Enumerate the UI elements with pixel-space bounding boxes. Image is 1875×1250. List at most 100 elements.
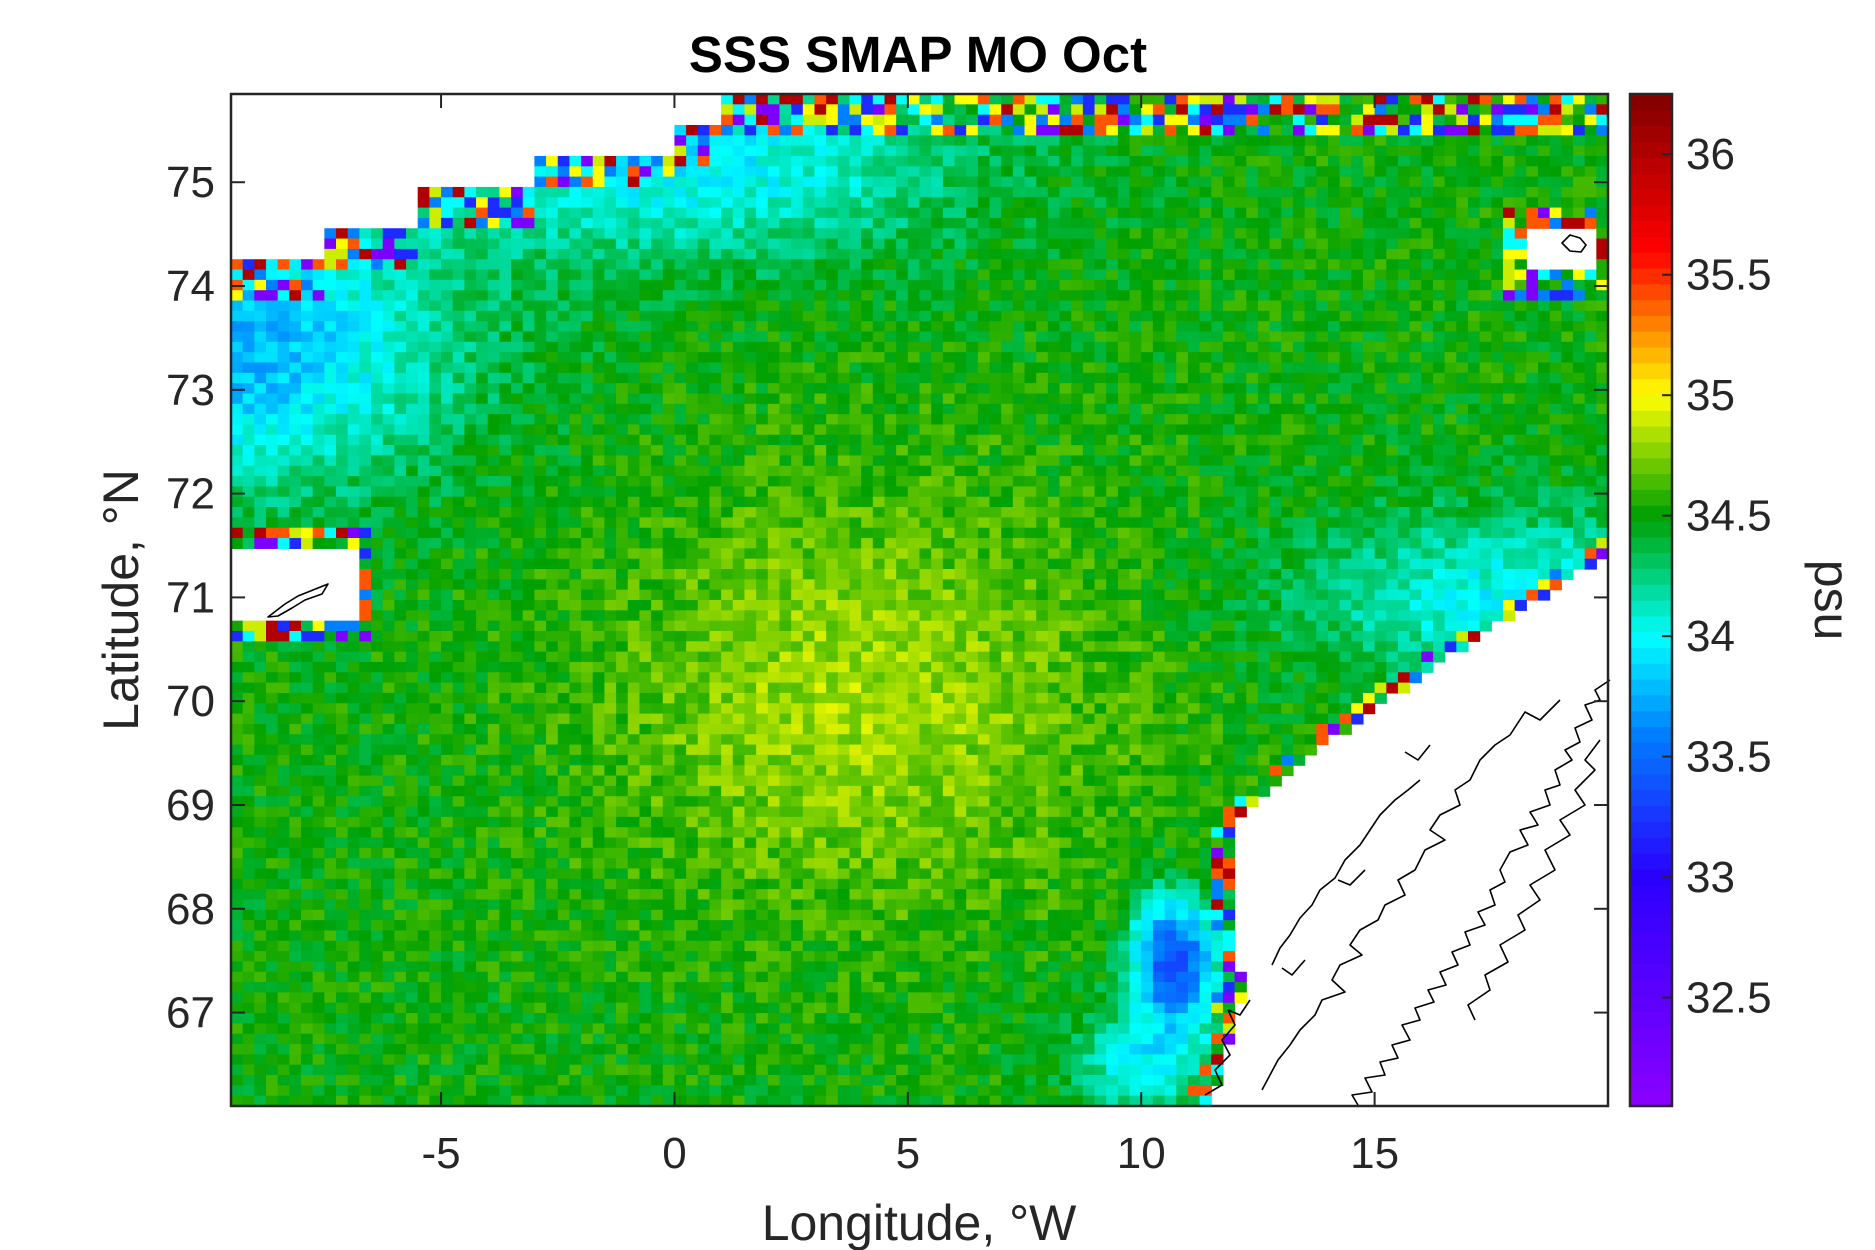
heatmap-cell: [767, 455, 781, 467]
heatmap-cell: [1082, 197, 1096, 209]
heatmap-cell: [849, 527, 862, 539]
heatmap-cell: [872, 145, 886, 157]
heatmap-cell: [1234, 321, 1247, 333]
heatmap-cell: [709, 269, 722, 281]
heatmap-cell: [942, 104, 956, 116]
heatmap-cell: [919, 248, 932, 260]
heatmap-cell: [1071, 248, 1084, 260]
heatmap-cell: [301, 341, 314, 353]
heatmap-cell: [744, 424, 757, 436]
heatmap-cell: [301, 414, 314, 426]
heatmap-cell: [616, 476, 629, 488]
heatmap-cell: [1281, 300, 1294, 312]
heatmap-cell: [1152, 548, 1166, 560]
heatmap-cell: [1071, 538, 1084, 549]
heatmap-cell: [1176, 186, 1189, 198]
heatmap-cell: [1187, 290, 1201, 302]
heatmap-cell: [1012, 300, 1026, 312]
heatmap-cell: [592, 362, 606, 374]
heatmap-cell: [942, 434, 956, 446]
heatmap-cell: [1561, 527, 1574, 539]
heatmap-cell: [907, 248, 921, 260]
heatmap-cell: [1362, 527, 1376, 539]
heatmap-cell: [837, 207, 851, 219]
heatmap-cell: [324, 269, 337, 281]
heatmap-cell: [744, 445, 757, 457]
heatmap-cell: [1444, 496, 1457, 508]
heatmap-cell: [441, 507, 454, 518]
heatmap-cell: [546, 352, 559, 364]
heatmap-cell: [744, 538, 757, 549]
heatmap-cell: [522, 486, 536, 498]
heatmap-cell: [1071, 321, 1084, 333]
heatmap-cell: [1479, 145, 1492, 157]
heatmap-cell: [1024, 197, 1037, 209]
heatmap-cell: [231, 269, 244, 281]
heatmap-cell: [721, 269, 734, 281]
heatmap-cell: [1596, 207, 1609, 219]
heatmap-cell: [312, 372, 325, 384]
heatmap-cell: [499, 248, 512, 260]
heatmap-cell: [919, 414, 932, 426]
heatmap-cell: [336, 279, 349, 291]
heatmap-cell: [406, 279, 419, 291]
heatmap-cell: [382, 403, 395, 415]
heatmap-cell: [966, 155, 979, 167]
heatmap-cell: [872, 300, 886, 312]
heatmap-cell: [1222, 186, 1236, 198]
heatmap-cell: [1281, 331, 1294, 343]
heatmap-cell: [1036, 496, 1049, 508]
heatmap-cell: [1327, 124, 1341, 136]
heatmap-cell: [1059, 403, 1072, 415]
heatmap-cell: [884, 104, 897, 116]
heatmap-cell: [639, 496, 652, 508]
heatmap-cell: [686, 393, 699, 405]
heatmap-cell: [954, 186, 967, 198]
heatmap-cell: [499, 445, 512, 457]
heatmap-cell: [744, 135, 757, 147]
heatmap-cell: [1561, 393, 1574, 405]
heatmap-cell: [791, 434, 804, 446]
heatmap-cell: [639, 197, 652, 209]
heatmap-cell: [499, 424, 512, 436]
heatmap-cell: [639, 269, 652, 281]
heatmap-cell: [1386, 217, 1399, 229]
heatmap-cell: [1164, 124, 1177, 136]
heatmap-cell: [441, 197, 454, 209]
heatmap-cell: [1292, 434, 1306, 446]
heatmap-cell: [1537, 217, 1551, 229]
heatmap-cell: [1199, 372, 1212, 384]
heatmap-cell: [382, 569, 395, 580]
heatmap-cell: [1362, 310, 1376, 322]
heatmap-cell: [1351, 300, 1364, 312]
heatmap-cell: [1304, 362, 1317, 374]
heatmap-cell: [429, 476, 442, 488]
heatmap-cell: [1327, 259, 1341, 271]
heatmap-cell: [627, 259, 641, 271]
heatmap-cell: [709, 124, 722, 136]
heatmap-cell: [884, 331, 897, 343]
heatmap-cell: [674, 238, 687, 250]
heatmap-cell: [592, 259, 606, 271]
heatmap-cell: [791, 372, 804, 384]
heatmap-cell: [511, 186, 524, 198]
heatmap-cell: [1444, 476, 1457, 488]
heatmap-cell: [616, 217, 629, 229]
heatmap-cell: [954, 548, 967, 560]
heatmap-cell: [1467, 228, 1481, 240]
heatmap-cell: [919, 166, 932, 178]
heatmap-cell: [1526, 135, 1539, 147]
heatmap-cell: [802, 310, 816, 322]
heatmap-cell: [254, 259, 267, 271]
heatmap-cell: [1199, 104, 1212, 116]
heatmap-cell: [1561, 424, 1574, 436]
heatmap-cell: [1187, 114, 1201, 126]
heatmap-cell: [1572, 176, 1586, 188]
heatmap-cell: [1374, 310, 1387, 322]
heatmap-cell: [1584, 155, 1597, 167]
heatmap-cell: [1572, 321, 1586, 333]
heatmap-cell: [1164, 341, 1177, 353]
heatmap-cell: [977, 372, 991, 384]
heatmap-cell: [1467, 517, 1481, 529]
heatmap-cell: [767, 310, 781, 322]
